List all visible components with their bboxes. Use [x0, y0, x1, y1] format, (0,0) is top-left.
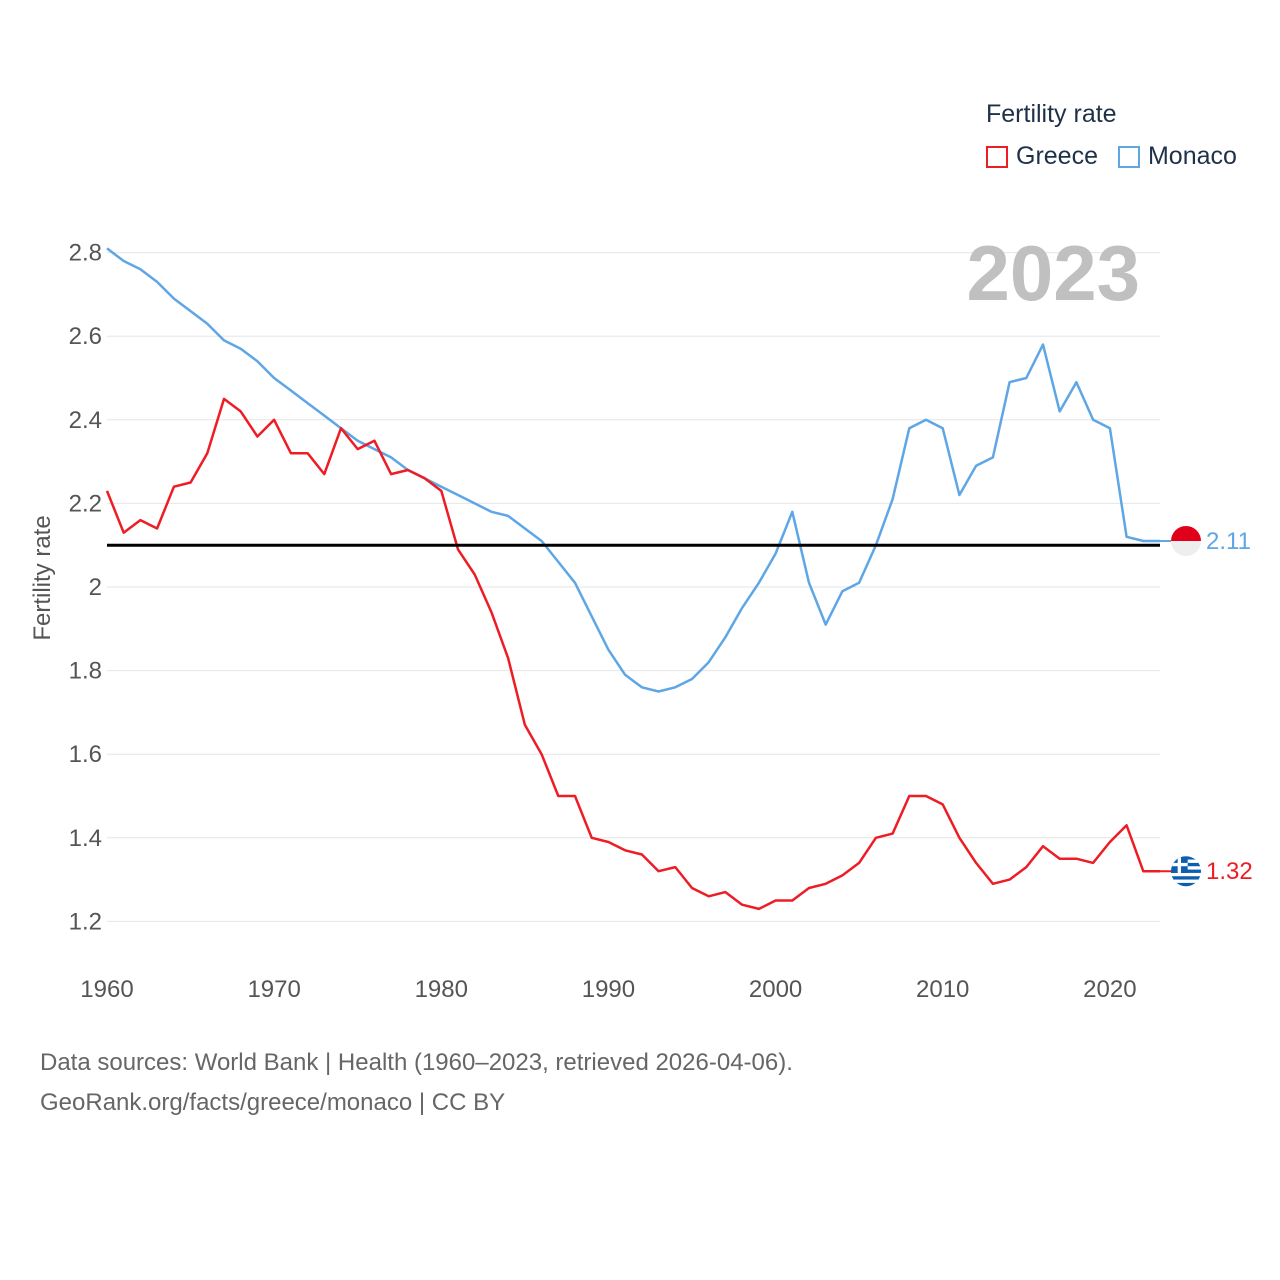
- y-tick-label: 1.8: [69, 658, 102, 685]
- y-tick-label: 2.6: [69, 323, 102, 350]
- y-tick-label: 1.4: [69, 825, 102, 852]
- y-tick-label: 2.2: [69, 490, 102, 517]
- end-marker-monaco: 2.11: [1160, 526, 1251, 557]
- x-tick-label: 1970: [247, 976, 300, 1003]
- legend-label-monaco: Monaco: [1147, 142, 1237, 170]
- y-tick-label: 2.8: [69, 240, 102, 267]
- y-axis-title: Fertility rate: [29, 515, 56, 640]
- x-axis-ticks: 1960 1970 1980 1990 2000 2010 2020: [80, 976, 1136, 1003]
- attribution-link[interactable]: GeoRank.org/facts/greece/monaco | CC BY: [40, 1089, 506, 1116]
- monaco-flag-icon: [1171, 526, 1201, 557]
- end-markers: 1.32 2.11: [1160, 526, 1253, 887]
- series-line-monaco: [106, 247, 1160, 693]
- legend-label-greece: Greece: [1016, 142, 1098, 170]
- legend: Greece Monaco: [986, 142, 1257, 171]
- legend-swatch-greece: [986, 145, 1008, 168]
- x-tick-label: 1980: [415, 976, 468, 1003]
- series-lines: [105, 247, 1160, 911]
- greece-flag-icon: [1171, 856, 1201, 887]
- y-tick-label: 1.2: [69, 908, 102, 935]
- legend-item-monaco[interactable]: Monaco: [1117, 142, 1237, 171]
- series-line-greece: [105, 397, 1160, 911]
- legend-item-greece[interactable]: Greece: [986, 142, 1098, 171]
- x-tick-label: 2010: [916, 976, 969, 1003]
- y-tick-label: 2.4: [69, 407, 102, 434]
- legend-title: Fertility rate: [986, 100, 1117, 128]
- year-label: 2023: [966, 229, 1140, 317]
- end-value-label: 1.32: [1206, 858, 1253, 885]
- y-tick-label: 2: [89, 574, 102, 601]
- y-tick-label: 1.6: [69, 741, 102, 768]
- x-tick-label: 1990: [582, 976, 635, 1003]
- legend-swatch-monaco: [1117, 145, 1140, 168]
- x-tick-label: 2000: [749, 976, 802, 1003]
- y-axis-ticks: 1.2 1.4 1.6 1.8 2 2.2 2.4 2.6 2.8: [69, 240, 102, 936]
- gridlines: [107, 252, 1160, 922]
- end-value-label: 2.11: [1206, 528, 1251, 555]
- end-marker-greece: 1.32: [1160, 856, 1253, 887]
- footer: Data sources: World Bank | Health (1960–…: [40, 1043, 793, 1123]
- x-tick-label: 1960: [80, 976, 133, 1003]
- data-source-text: Data sources: World Bank | Health (1960–…: [40, 1049, 793, 1076]
- x-tick-label: 2020: [1083, 976, 1136, 1003]
